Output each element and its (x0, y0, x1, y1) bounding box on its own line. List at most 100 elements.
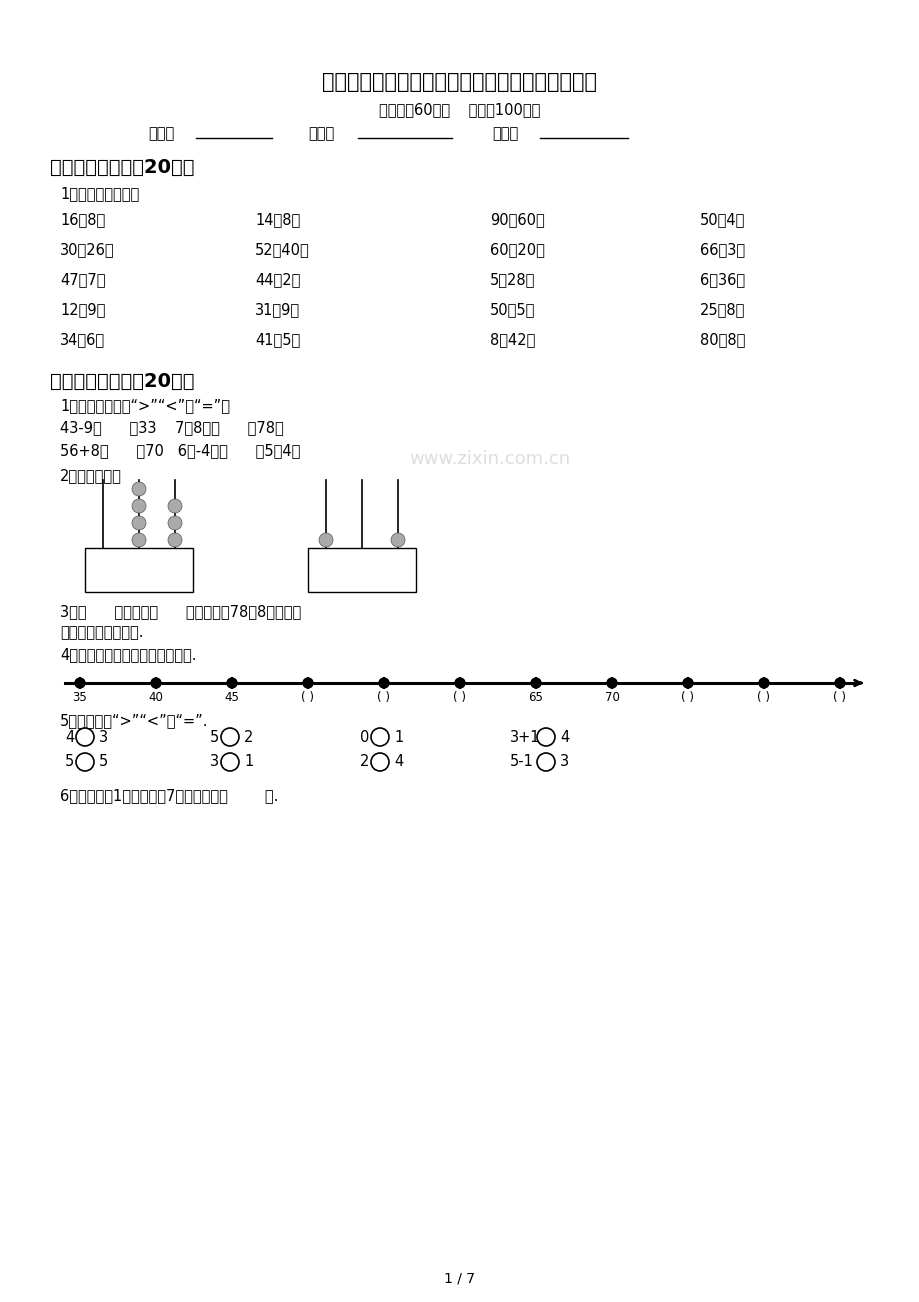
Text: 个: 个 (394, 553, 401, 564)
Text: 6＋36＝: 6＋36＝ (699, 272, 744, 286)
Circle shape (227, 678, 237, 687)
Text: ( ): ( ) (833, 691, 845, 704)
Circle shape (221, 728, 239, 746)
Text: 4: 4 (65, 729, 74, 745)
Text: 16＋8＝: 16＋8＝ (60, 212, 105, 227)
Circle shape (76, 753, 94, 771)
Text: 部编版一年级数学下册期中考试卷及答案【下载】: 部编版一年级数学下册期中考试卷及答案【下载】 (323, 72, 596, 92)
Text: ( ): ( ) (756, 691, 770, 704)
Circle shape (607, 678, 617, 687)
Text: 31＋9＝: 31＋9＝ (255, 302, 300, 316)
Circle shape (131, 533, 146, 547)
Text: 6、十位上是1，个位上是7，这个数是（        ）.: 6、十位上是1，个位上是7，这个数是（ ）. (60, 788, 278, 803)
Text: ( ): ( ) (681, 691, 694, 704)
Circle shape (302, 678, 312, 687)
Text: 8＋42＝: 8＋42＝ (490, 332, 535, 348)
Text: 47－7＝: 47－7＝ (60, 272, 106, 286)
Text: 4: 4 (560, 729, 569, 745)
Text: （         ）: （ ） (330, 578, 389, 592)
Circle shape (151, 678, 161, 687)
Text: 姓名：: 姓名： (308, 126, 334, 141)
Text: 56+8（      ）70   6元-4角（      ）5元4角: 56+8（ ）70 6元-4角（ ）5元4角 (60, 443, 300, 458)
Text: ( ): ( ) (453, 691, 466, 704)
Text: （时间：60分钟    分数：100分）: （时间：60分钟 分数：100分） (379, 102, 540, 117)
Bar (308, 548, 415, 592)
Text: 25－8＝: 25－8＝ (699, 302, 744, 316)
Text: 位: 位 (136, 568, 142, 578)
Text: （         ）: （ ） (110, 578, 169, 592)
Text: 2: 2 (244, 729, 253, 745)
Circle shape (537, 753, 554, 771)
Text: 3+1: 3+1 (509, 729, 540, 745)
Text: 百: 百 (100, 553, 106, 564)
Text: www.zixin.com.cn: www.zixin.com.cn (409, 450, 570, 467)
Text: 3、（      ）个十和（      ）个一组成78，8个十和（: 3、（ ）个十和（ ）个一组成78，8个十和（ (60, 604, 301, 618)
Text: 52－40＝: 52－40＝ (255, 242, 310, 256)
Text: 30＋26＝: 30＋26＝ (60, 242, 115, 256)
Text: 66－3＝: 66－3＝ (699, 242, 744, 256)
Text: 5＋28＝: 5＋28＝ (490, 272, 535, 286)
Text: 44＋2＝: 44＋2＝ (255, 272, 300, 286)
Text: 60＋20＝: 60＋20＝ (490, 242, 544, 256)
Text: 一、计算小能手（20分）: 一、计算小能手（20分） (50, 158, 194, 177)
Circle shape (168, 533, 182, 547)
Circle shape (131, 499, 146, 513)
Circle shape (391, 533, 404, 547)
Circle shape (76, 728, 94, 746)
Text: 5、在里填上“>”“<”或“=”.: 5、在里填上“>”“<”或“=”. (60, 713, 209, 728)
Text: 43-9（      ）33    7元8分（      ）78角: 43-9（ ）33 7元8分（ ）78角 (60, 421, 283, 435)
Text: 90－60＝: 90－60＝ (490, 212, 544, 227)
Text: 个: 个 (172, 553, 178, 564)
Text: 80－8＝: 80－8＝ (699, 332, 744, 348)
Text: 40: 40 (148, 691, 164, 704)
Text: 百: 百 (323, 553, 329, 564)
Text: 12－9＝: 12－9＝ (60, 302, 106, 316)
Text: ）个十合起来是一百.: ）个十合起来是一百. (60, 625, 143, 641)
Circle shape (682, 678, 692, 687)
Text: 4: 4 (393, 754, 403, 769)
Text: 位: 位 (100, 568, 106, 578)
Circle shape (537, 728, 554, 746)
Text: 35: 35 (73, 691, 87, 704)
Circle shape (75, 678, 85, 687)
Text: 二、填空题。（共20分）: 二、填空题。（共20分） (50, 372, 194, 391)
Text: 3: 3 (560, 754, 569, 769)
Text: 2、看图写数。: 2、看图写数。 (60, 467, 121, 483)
Circle shape (168, 516, 182, 530)
Text: 班级：: 班级： (148, 126, 174, 141)
Text: 5-1: 5-1 (509, 754, 533, 769)
Circle shape (530, 678, 540, 687)
Text: 65: 65 (528, 691, 543, 704)
Text: 5: 5 (210, 729, 219, 745)
Circle shape (370, 728, 389, 746)
Text: 1: 1 (244, 754, 253, 769)
Text: 位: 位 (394, 568, 401, 578)
Text: 3: 3 (210, 754, 219, 769)
Text: 位: 位 (323, 568, 329, 578)
Text: 70: 70 (604, 691, 618, 704)
Text: 0: 0 (359, 729, 369, 745)
Bar (85, 548, 193, 592)
Circle shape (131, 482, 146, 496)
Circle shape (758, 678, 768, 687)
Text: 45: 45 (224, 691, 239, 704)
Text: 位: 位 (172, 568, 178, 578)
Text: 14－8＝: 14－8＝ (255, 212, 300, 227)
Text: 十: 十 (358, 553, 365, 564)
Text: 1: 1 (393, 729, 403, 745)
Circle shape (455, 678, 464, 687)
Text: ( ): ( ) (301, 691, 314, 704)
Text: 1 / 7: 1 / 7 (444, 1272, 475, 1286)
Circle shape (131, 516, 146, 530)
Text: 50－5＝: 50－5＝ (490, 302, 535, 316)
Text: 5: 5 (65, 754, 74, 769)
Text: 分数：: 分数： (492, 126, 517, 141)
Text: 2: 2 (359, 754, 369, 769)
Circle shape (221, 753, 239, 771)
Circle shape (370, 753, 389, 771)
Text: 3: 3 (99, 729, 108, 745)
Circle shape (319, 533, 333, 547)
Text: 1、直接写出得数。: 1、直接写出得数。 (60, 186, 139, 201)
Text: 4、按照数的顺序，在空格里填数.: 4、按照数的顺序，在空格里填数. (60, 647, 197, 661)
Text: 1、在括号里填上“>”“<”或“=”。: 1、在括号里填上“>”“<”或“=”。 (60, 398, 230, 413)
